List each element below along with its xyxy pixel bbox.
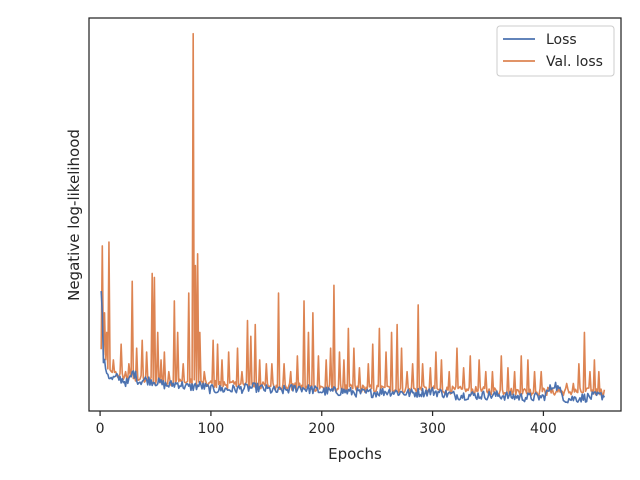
axes-frame — [88, 17, 622, 412]
x-tick-label: 400 — [530, 421, 557, 437]
series-layer — [100, 32, 606, 404]
y-axis-label: Negative log-likelihood — [65, 129, 83, 301]
x-tick-label: 100 — [198, 421, 225, 437]
legend: Loss Val. loss — [496, 25, 615, 77]
x-tick-label: 300 — [419, 421, 446, 437]
series-line-loss — [100, 291, 606, 404]
x-axis-ticks: 0 100 200 300 400 — [96, 411, 557, 437]
legend-label-loss: Loss — [546, 32, 577, 48]
series-line-val-loss — [100, 32, 606, 397]
x-tick-label: 0 — [96, 421, 105, 437]
plot-area — [88, 17, 622, 412]
legend-label-val-loss: Val. loss — [546, 54, 603, 70]
x-axis-label: Epochs — [328, 445, 382, 463]
x-tick-label: 200 — [308, 421, 335, 437]
